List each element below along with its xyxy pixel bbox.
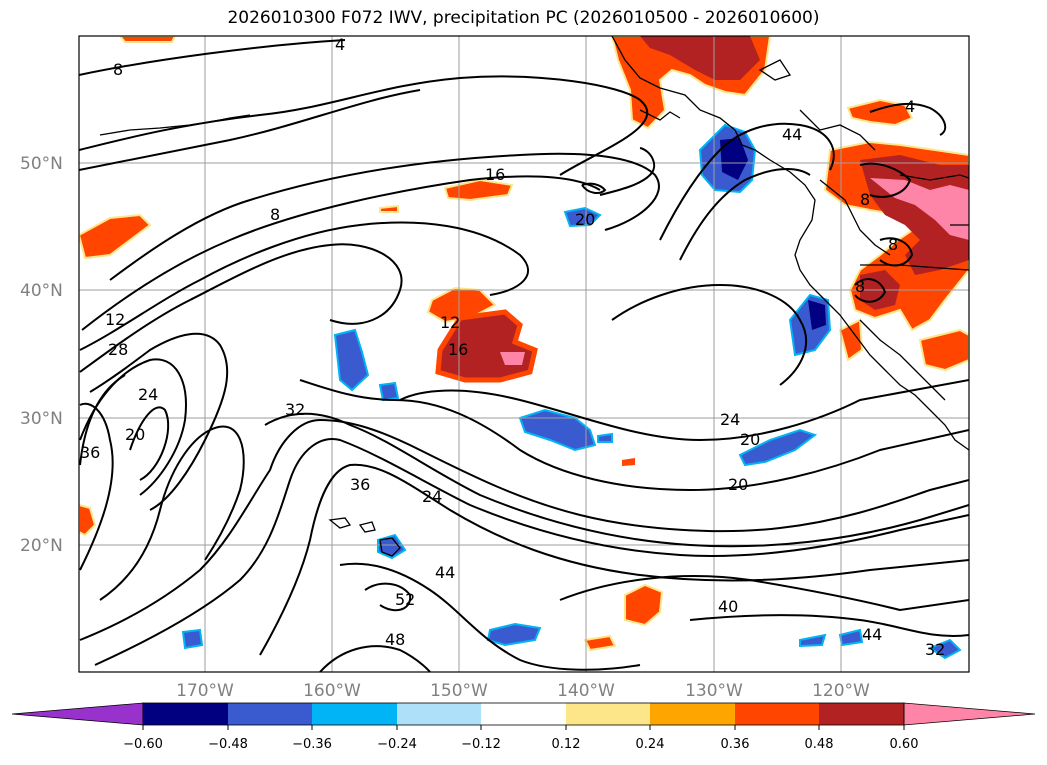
lon-label-160w: 160°W xyxy=(303,681,361,701)
contour-label: 28 xyxy=(108,340,128,359)
contour-label: 20 xyxy=(740,430,760,449)
colorbar-bin xyxy=(143,703,228,725)
contour-label: 8 xyxy=(113,60,123,79)
colorbar-bin xyxy=(481,703,566,725)
colorbar-bin xyxy=(650,703,735,725)
lat-label-50n: 50°N xyxy=(20,154,63,174)
colorbar-ticks xyxy=(142,725,905,730)
contour-label: 36 xyxy=(350,475,370,494)
contour-label: 44 xyxy=(782,125,802,144)
colorbar-bin xyxy=(735,703,819,725)
contour-label: 4 xyxy=(335,35,345,54)
longitude-labels: 170°W 160°W 150°W 140°W 130°W 120°W xyxy=(176,681,870,701)
lon-label-130w: 130°W xyxy=(685,681,743,701)
colorbar-tick-label: 0.12 xyxy=(552,737,581,752)
contour-label: 40 xyxy=(718,597,738,616)
contour-label: 8 xyxy=(860,190,870,209)
map-panel: 8 8 16 20 12 28 24 20 36 16 12 32 36 24 … xyxy=(79,35,969,672)
colorbar-tick-label: 0.36 xyxy=(721,737,750,752)
contour-label: 32 xyxy=(285,400,305,419)
contour-label: 12 xyxy=(105,310,125,329)
contour-label: 44 xyxy=(435,563,455,582)
contour-label: 52 xyxy=(395,590,415,609)
lat-label-20n: 20°N xyxy=(20,536,63,556)
colorbar-extend-min xyxy=(11,702,144,726)
contour-label: 24 xyxy=(422,487,442,506)
colorbar-bin xyxy=(566,703,650,725)
contour-label: 20 xyxy=(575,210,595,229)
contour-label: 36 xyxy=(80,443,100,462)
contour-label: 24 xyxy=(720,410,740,429)
contour-label: 32 xyxy=(925,640,945,659)
lon-label-170w: 170°W xyxy=(176,681,234,701)
colorbar-tick-label: −0.24 xyxy=(377,737,417,752)
precip-positive-areas xyxy=(79,36,969,652)
contour-label: 8 xyxy=(270,205,280,224)
colorbar-tick-label: −0.60 xyxy=(123,737,163,752)
colorbar-bin xyxy=(312,703,397,725)
lat-label-30n: 30°N xyxy=(20,409,63,429)
colorbar-bin xyxy=(397,703,481,725)
colorbar-tick-label: −0.48 xyxy=(208,737,248,752)
colorbar-tick-label: 0.24 xyxy=(636,737,665,752)
contour-label: 8 xyxy=(888,235,898,254)
colorbar-tick-label: −0.36 xyxy=(292,737,332,752)
lon-label-140w: 140°W xyxy=(557,681,615,701)
map-frame xyxy=(78,35,970,673)
contour-label: 16 xyxy=(448,340,468,359)
colorbar-bin xyxy=(819,703,904,725)
contour-labels: 8 8 16 20 12 28 24 20 36 16 12 32 36 24 … xyxy=(80,35,945,659)
contour-label: 44 xyxy=(862,625,882,644)
colorbar-bin xyxy=(228,703,312,725)
contour-label: 48 xyxy=(385,630,405,649)
colorbar-tick-label: 0.48 xyxy=(805,737,834,752)
contour-label: 20 xyxy=(125,425,145,444)
lon-label-120w: 120°W xyxy=(812,681,870,701)
map-title: 2026010300 F072 IWV, precipitation PC (2… xyxy=(227,8,820,28)
latitude-labels: 50°N 40°N 30°N 20°N xyxy=(20,154,63,556)
coastlines xyxy=(99,36,969,557)
contour-label: 12 xyxy=(440,313,460,332)
colorbar-tick-label: 0.60 xyxy=(890,737,919,752)
contour-label: 8 xyxy=(855,277,865,296)
colorbar-extend-max xyxy=(903,702,1036,726)
colorbar: −0.60 −0.48 −0.36 −0.24 −0.12 0.12 0.24 … xyxy=(11,702,1036,752)
contour-label: 20 xyxy=(728,475,748,494)
contour-label: 24 xyxy=(138,385,158,404)
lat-label-40n: 40°N xyxy=(20,281,63,301)
contour-label: 4 xyxy=(905,97,915,116)
contour-label: 16 xyxy=(485,165,505,184)
colorbar-tick-label: −0.12 xyxy=(461,737,501,752)
lon-label-150w: 150°W xyxy=(430,681,488,701)
